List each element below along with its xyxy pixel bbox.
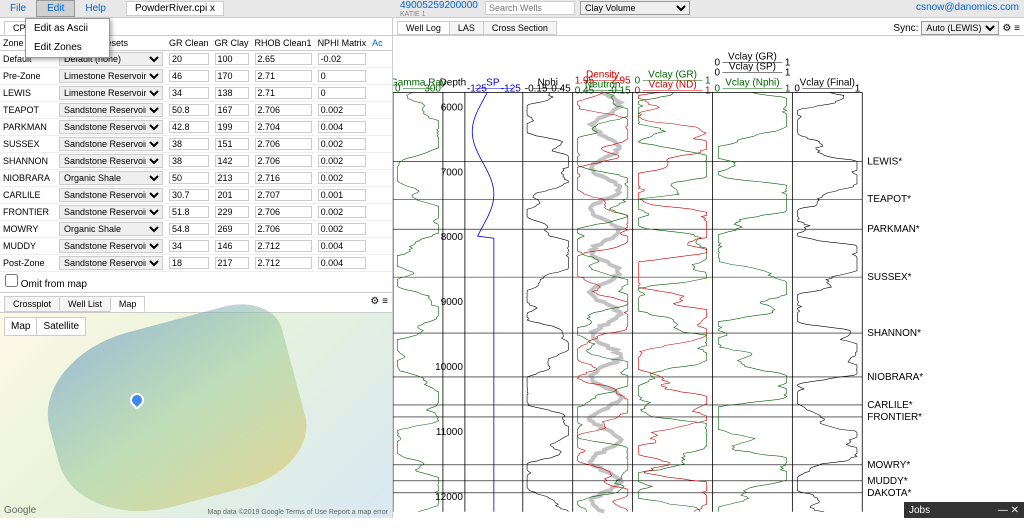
svg-text:PARKMAN*: PARKMAN* <box>867 224 920 235</box>
tab-welllist[interactable]: Well List <box>59 296 111 312</box>
svg-text:12000: 12000 <box>435 492 463 503</box>
tab-map[interactable]: Map <box>110 296 146 312</box>
menu-help[interactable]: Help <box>75 1 116 16</box>
col-grclay: GR Clay <box>212 36 252 51</box>
svg-text:0: 0 <box>635 85 641 96</box>
table-row: SHANNONSandstone Reservoir <box>0 153 392 170</box>
svg-text:Vclay (SP): Vclay (SP) <box>729 61 776 72</box>
table-row: PARKMANSandstone Reservoir <box>0 119 392 136</box>
well-log-canvas[interactable]: Gamma Ray0300DepthSP-125-125Nphi-0.150.4… <box>393 36 1024 520</box>
map-type-toggle[interactable]: MapSatellite <box>4 317 86 336</box>
menubar: File Edit Help PowderRiver.cpi x 4900525… <box>0 0 1024 18</box>
table-row: MOWRYOrganic Shale <box>0 221 392 238</box>
right-panel: Well Log LAS Cross Section Sync: Auto (L… <box>392 18 1024 518</box>
table-row: CARLILESandstone Reservoir <box>0 187 392 204</box>
table-row: MUDDYSandstone Reservoir <box>0 238 392 255</box>
tab-welllog[interactable]: Well Log <box>397 21 450 35</box>
file-tab[interactable]: PowderRiver.cpi x <box>126 1 224 16</box>
svg-text:MUDDY*: MUDDY* <box>867 476 908 487</box>
svg-text:NIOBRARA*: NIOBRARA* <box>867 372 923 383</box>
tab-cross[interactable]: Cross Section <box>483 21 557 35</box>
menu-file[interactable]: File <box>0 1 36 16</box>
col-nphi: NPHI Matrix <box>315 36 370 51</box>
svg-text:0: 0 <box>714 67 720 78</box>
table-row: Post-ZoneSandstone Reservoir <box>0 255 392 272</box>
svg-text:6000: 6000 <box>441 102 464 113</box>
svg-text:FRONTIER*: FRONTIER* <box>867 412 922 423</box>
map-view[interactable]: MapSatellite Google Map data ©2019 Googl… <box>0 313 392 518</box>
svg-text:SUSSEX*: SUSSEX* <box>867 272 911 283</box>
sync-control: Sync: Auto (LEWIS) ⚙ ≡ <box>893 21 1020 35</box>
edit-ascii-item[interactable]: Edit as Ascii <box>26 19 109 38</box>
svg-text:Vclay (Nphi): Vclay (Nphi) <box>725 77 779 88</box>
table-row: NIOBRARAOrganic Shale <box>0 170 392 187</box>
bottom-tabs: Crossplot Well List Map ⚙ ≡ <box>0 292 392 313</box>
col-grclean: GR Clean <box>166 36 212 51</box>
jobs-bar[interactable]: Jobs— ✕ <box>904 502 1024 518</box>
zone-table: Zone Lithology Presets GR Clean GR Clay … <box>0 36 392 272</box>
svg-text:MOWRY*: MOWRY* <box>867 460 910 471</box>
tab-las[interactable]: LAS <box>449 21 484 35</box>
table-row: Pre-ZoneLimestone Reservoir <box>0 68 392 85</box>
svg-text:Vclay (ND): Vclay (ND) <box>648 79 696 90</box>
svg-text:7000: 7000 <box>441 167 464 178</box>
menu-edit[interactable]: Edit <box>36 0 75 17</box>
close-icon[interactable]: — ✕ <box>998 505 1019 516</box>
svg-text:TEAPOT*: TEAPOT* <box>867 194 911 205</box>
gear-icon[interactable]: ⚙ ≡ <box>1002 23 1020 34</box>
map-attribution: Map data ©2019 Google Terms of Use Repor… <box>207 509 388 516</box>
tab-crossplot[interactable]: Crossplot <box>4 296 60 312</box>
svg-text:1: 1 <box>705 85 711 96</box>
google-logo: Google <box>4 505 36 516</box>
svg-text:10000: 10000 <box>435 362 463 373</box>
svg-text:8000: 8000 <box>441 232 464 243</box>
table-row: SUSSEXSandstone Reservoir <box>0 136 392 153</box>
svg-text:0.45: 0.45 <box>575 85 595 96</box>
svg-text:DAKOTA*: DAKOTA* <box>867 488 911 499</box>
gear-icon[interactable]: ⚙ ≡ <box>370 296 388 312</box>
edit-dropdown: Edit as Ascii Edit Zones <box>25 18 110 58</box>
col-rhob: RHOB Clean1 <box>252 36 315 51</box>
sync-select[interactable]: Auto (LEWIS) <box>921 21 999 35</box>
svg-text:SHANNON*: SHANNON* <box>867 328 921 339</box>
user-email[interactable]: csnow@danomics.com <box>916 2 1019 13</box>
svg-text:CARLILE*: CARLILE* <box>867 400 913 411</box>
table-row: TEAPOTSandstone Reservoir <box>0 102 392 119</box>
svg-text:LEWIS*: LEWIS* <box>867 156 902 167</box>
edit-zones-item[interactable]: Edit Zones <box>26 38 109 57</box>
col-ac: Ac <box>369 36 392 51</box>
svg-text:SP: SP <box>486 77 500 88</box>
svg-text:9000: 9000 <box>441 297 464 308</box>
svg-text:11000: 11000 <box>436 427 463 438</box>
search-wells-input[interactable] <box>485 1 575 15</box>
svg-text:Depth: Depth <box>440 77 467 88</box>
table-row: FRONTIERSandstone Reservoir <box>0 204 392 221</box>
table-row: LEWISLimestone Reservoir <box>0 85 392 102</box>
left-panel: CPI Params Zone Lithology Presets GR Cle… <box>0 18 392 518</box>
clay-volume-select[interactable]: Clay Volume <box>580 1 690 15</box>
svg-text:1: 1 <box>785 67 791 78</box>
svg-text:Vclay (Final): Vclay (Final) <box>800 77 855 88</box>
omit-checkbox[interactable]: Omit from map <box>0 272 392 292</box>
well-id-display: 49005259200000 KATIE 1 <box>400 0 478 18</box>
